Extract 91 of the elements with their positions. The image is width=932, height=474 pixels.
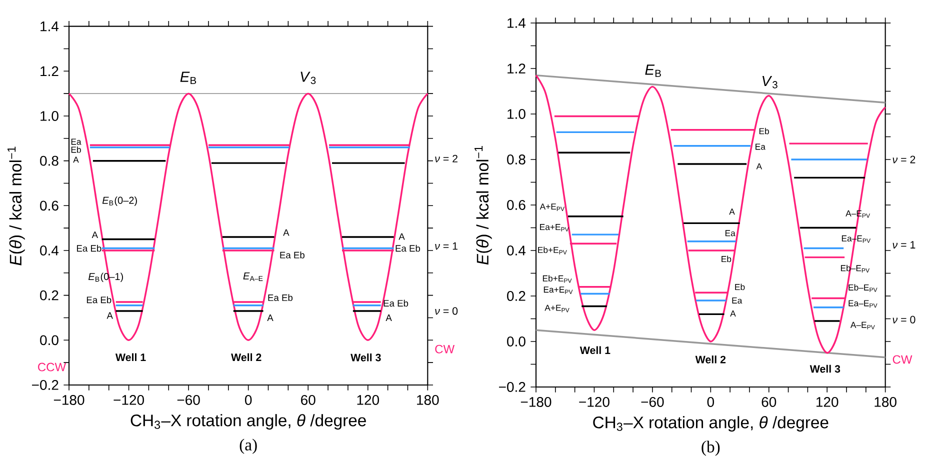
y-tick-label: 0.8: [507, 154, 526, 164]
annotation: A: [92, 232, 98, 238]
annotation: A: [398, 233, 405, 240]
y-tick-label: 0.2: [507, 291, 526, 301]
x-tick-label: −180: [54, 395, 84, 405]
x-axis-title: CH$_{3}$–X rotation angle, θ /degree: [593, 416, 828, 432]
x-tick-label: 60: [762, 397, 776, 407]
annotation: A: [729, 208, 735, 215]
text: ν = 2: [435, 154, 458, 162]
text: (b): [702, 440, 720, 456]
x-tick-label: −60: [641, 397, 664, 407]
annotation: A: [106, 312, 113, 319]
annotation: Eb: [759, 128, 769, 134]
text: CW: [892, 355, 912, 364]
annotation: Ea: [71, 138, 82, 145]
annotation: A: [386, 314, 392, 321]
annotation: Ea Eb: [384, 300, 408, 307]
y-tick-label: 0.2: [40, 290, 58, 300]
annotation: V$_{3}$: [300, 72, 316, 84]
y-axis-title: E(θ) / kcal mol$^{−1}$: [474, 146, 492, 265]
y-tick-label: 1.4: [508, 18, 526, 28]
annotation: Ea: [725, 230, 736, 236]
annotation: Eb+E$_{PV}$: [538, 246, 567, 254]
annotation: E$_{B}$(0–2): [102, 196, 137, 206]
text: CCW: [38, 362, 66, 372]
annotation: Ea Eb: [86, 296, 112, 304]
text: ν = 0: [435, 307, 458, 315]
annotation: Well 1: [580, 346, 610, 354]
y-tick-label: 0.0: [507, 336, 526, 346]
y-tick-label: −0.2: [32, 380, 58, 390]
y-tick-label: 0.6: [40, 200, 58, 211]
x-tick-label: 120: [816, 397, 838, 407]
annotation: Eb–E$_{PV}$: [848, 284, 878, 292]
x-tick-label: −180: [520, 397, 552, 407]
annotation: Well 3: [810, 364, 840, 373]
annotation: Ea Eb: [268, 294, 293, 301]
text: ν = 1: [435, 242, 458, 250]
y-tick-label: 0.8: [40, 156, 58, 166]
annotation: Well 1: [115, 353, 146, 362]
x-tick-label: 180: [874, 397, 896, 407]
text: ν = 1: [892, 241, 916, 248]
annotation: V$_{3}$: [762, 76, 778, 88]
text: (a): [240, 438, 257, 454]
y-tick-label: −0.2: [499, 382, 526, 392]
annotation: Eb: [71, 146, 81, 153]
annotation: A: [756, 163, 762, 170]
y-tick-label: 0.4: [507, 246, 526, 256]
y-tick-label: 0.0: [40, 335, 58, 346]
annotation: Eb: [735, 284, 745, 290]
text: CW: [435, 344, 455, 354]
annotation: A–E$_{PV}$: [850, 322, 875, 330]
x-axis-title: CH$_{3}$–X rotation angle, θ /degree: [130, 414, 366, 430]
x-tick-label: −60: [177, 395, 200, 405]
x-tick-label: 0: [707, 397, 714, 407]
annotation: Well 2: [231, 353, 262, 362]
y-tick-label: 1.2: [40, 66, 58, 76]
annotation: Ea: [732, 298, 742, 304]
x-tick-label: −120: [579, 397, 610, 407]
annotation: A+E$_{PV}$: [544, 304, 570, 312]
annotation: E$_{B}$: [645, 64, 661, 77]
annotation: Ea: [756, 144, 766, 150]
y-tick-label: 1.0: [508, 109, 526, 119]
annotation: A: [267, 314, 274, 321]
annotation: Ea Eb: [77, 244, 102, 252]
y-tick-label: 1.0: [40, 111, 58, 121]
annotation: E$_{B}$: [180, 72, 196, 84]
annotation: Ea+E$_{PV}$: [544, 286, 573, 294]
annotation: A: [283, 229, 290, 236]
annotation: Eb: [722, 256, 732, 262]
annotation: A+E$_{PV}$: [540, 204, 564, 211]
y-tick-label: 0.6: [507, 200, 526, 210]
x-tick-label: 60: [301, 395, 316, 405]
annotation: A: [73, 156, 79, 163]
y-tick-label: 1.4: [40, 22, 59, 32]
annotation: E$_{A–E}$: [243, 272, 263, 281]
text: ν = 2: [892, 156, 916, 164]
y-axis-title: E(θ) / kcal mol$^{−1}$: [8, 146, 25, 266]
annotation: Ea Eb: [280, 252, 304, 258]
x-tick-label: 120: [357, 395, 380, 405]
annotation: Well 2: [695, 356, 726, 364]
x-tick-label: 0: [244, 395, 252, 405]
text: ν = 0: [892, 316, 916, 324]
annotation: Eb+E$_{PV}$: [542, 275, 572, 283]
x-tick-label: 180: [417, 395, 439, 405]
y-tick-label: 1.2: [508, 64, 526, 74]
annotation: A: [730, 310, 736, 316]
annotation: Well 3: [350, 353, 381, 362]
y-tick-label: 0.4: [40, 246, 59, 256]
annotation: Ea–E$_{PV}$: [848, 300, 878, 308]
x-tick-label: −120: [114, 395, 144, 405]
annotation: Ea Eb: [396, 244, 420, 252]
